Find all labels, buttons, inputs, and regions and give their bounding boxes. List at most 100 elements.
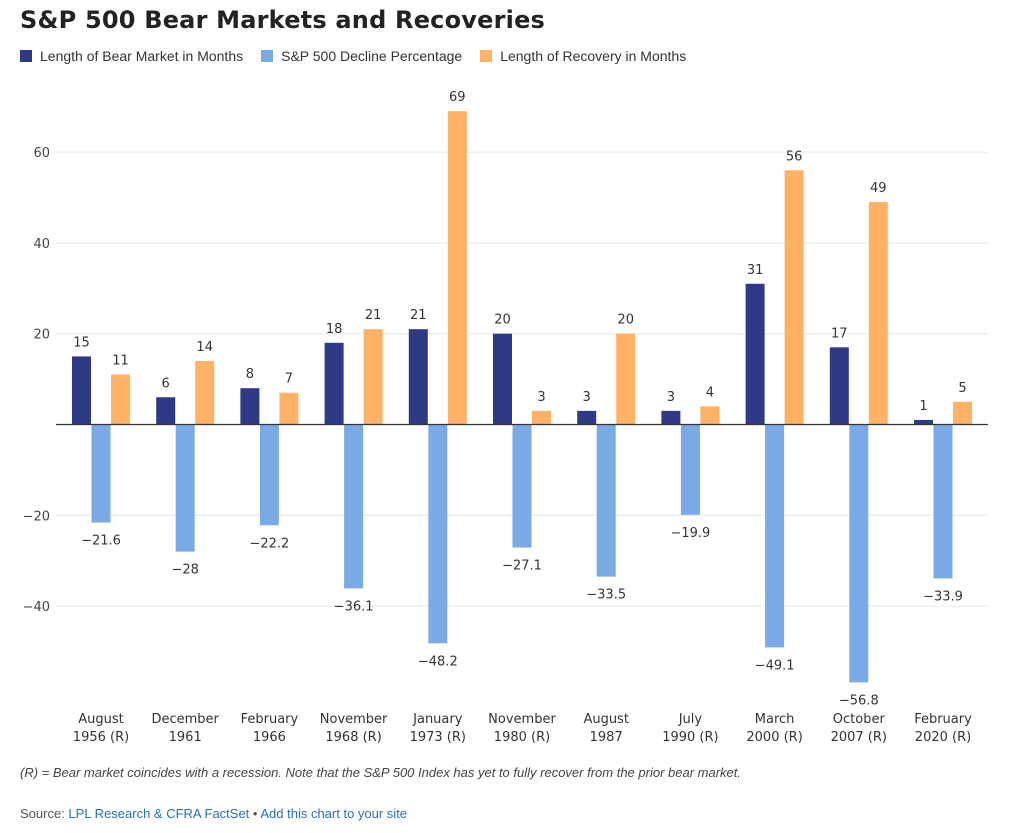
bar xyxy=(408,329,428,425)
x-tick-label: 1961 xyxy=(169,730,202,745)
bar xyxy=(596,424,616,577)
bar xyxy=(111,374,130,425)
add-chart-link[interactable]: Add this chart to your site xyxy=(260,806,408,821)
legend-swatch-recovery xyxy=(480,50,493,62)
legend-label-decline: S&P 500 Decline Percentage xyxy=(281,48,463,64)
x-tick-label: November xyxy=(320,712,388,727)
source-link[interactable]: LPL Research & CFRA FactSet xyxy=(68,806,250,821)
bar xyxy=(680,424,700,515)
data-label: −33.9 xyxy=(923,589,963,604)
bar xyxy=(91,424,111,523)
bar xyxy=(700,406,720,425)
x-tick-label: 1980 (R) xyxy=(494,730,550,745)
legend-swatch-bear-length xyxy=(20,50,32,62)
data-label: −48.2 xyxy=(418,654,458,669)
data-label: −27.1 xyxy=(502,559,542,574)
bar xyxy=(279,392,299,425)
data-label: 6 xyxy=(162,376,170,391)
bar xyxy=(829,347,849,425)
data-label: 56 xyxy=(786,149,803,164)
data-label: −36.1 xyxy=(334,599,374,614)
x-tick-label: January xyxy=(412,712,463,727)
data-label: 49 xyxy=(870,181,887,196)
footnote: (R) = Bear market coincides with a reces… xyxy=(20,765,741,780)
data-label: 20 xyxy=(617,313,634,328)
bar xyxy=(344,424,364,589)
bar xyxy=(363,329,383,425)
bar xyxy=(493,333,512,425)
bar xyxy=(324,342,344,425)
x-tick-label: 1968 (R) xyxy=(325,730,381,745)
legend-item-recovery[interactable]: Length of Recovery in Months xyxy=(480,48,686,64)
x-tick-label: 1973 (R) xyxy=(410,730,466,745)
bar xyxy=(240,388,260,425)
legend-swatch-decline xyxy=(261,50,274,62)
x-tick-label: July xyxy=(678,712,703,727)
bar xyxy=(868,202,888,425)
bar xyxy=(72,356,91,425)
data-label: −21.6 xyxy=(81,534,121,549)
data-label: −19.9 xyxy=(670,526,710,541)
y-tick-label: 20 xyxy=(33,328,50,343)
data-label: 3 xyxy=(583,390,591,405)
x-tick-label: February xyxy=(241,712,299,727)
data-label: 31 xyxy=(747,263,764,278)
x-tick-label: August xyxy=(583,712,629,727)
bar xyxy=(661,410,681,425)
y-tick-label: −20 xyxy=(23,509,50,524)
bar xyxy=(953,401,972,425)
x-tick-label: November xyxy=(488,712,556,727)
source-separator: • xyxy=(249,806,261,821)
source-line: Source: LPL Research & CFRA FactSet • Ad… xyxy=(20,806,407,821)
x-tick-label: August xyxy=(78,712,124,727)
x-tick-label: 2020 (R) xyxy=(915,730,971,745)
x-tick-label: 1966 xyxy=(253,730,286,745)
x-tick-label: February xyxy=(914,712,972,727)
data-label: 3 xyxy=(537,390,545,405)
x-tick-label: 1990 (R) xyxy=(662,730,718,745)
x-tick-label: 2007 (R) xyxy=(831,730,887,745)
data-label: 20 xyxy=(494,313,511,328)
data-label: 15 xyxy=(73,335,90,350)
data-label: 18 xyxy=(326,322,343,337)
data-label: 3 xyxy=(667,390,675,405)
bar xyxy=(745,283,765,425)
bar xyxy=(933,424,953,579)
bar xyxy=(914,419,933,425)
bar xyxy=(616,333,636,425)
bar xyxy=(259,424,279,526)
y-tick-label: 60 xyxy=(33,146,50,161)
data-label: 8 xyxy=(246,367,254,382)
legend-item-decline[interactable]: S&P 500 Decline Percentage xyxy=(261,48,462,64)
y-tick-label: 40 xyxy=(33,237,50,252)
data-label: 11 xyxy=(112,354,129,369)
x-tick-label: October xyxy=(833,712,886,727)
chart-title: S&P 500 Bear Markets and Recoveries xyxy=(20,6,546,34)
bar xyxy=(447,111,467,425)
bar xyxy=(512,424,532,548)
x-tick-label: 1987 xyxy=(590,730,623,745)
data-label: −22.2 xyxy=(249,536,289,551)
legend: Length of Bear Market in Months S&P 500 … xyxy=(20,48,704,64)
x-tick-label: 1956 (R) xyxy=(73,730,129,745)
data-label: 69 xyxy=(449,90,466,105)
x-tick-label: March xyxy=(755,712,795,727)
data-label: 1 xyxy=(919,399,927,414)
data-label: −28 xyxy=(171,563,198,578)
bar xyxy=(784,170,804,425)
data-label: 21 xyxy=(365,308,382,323)
bar xyxy=(765,424,785,648)
bar xyxy=(577,410,597,425)
bar xyxy=(849,424,869,683)
data-label: 5 xyxy=(958,381,966,396)
legend-label-recovery: Length of Recovery in Months xyxy=(500,48,687,64)
bar xyxy=(156,397,176,425)
data-label: 4 xyxy=(706,385,714,400)
legend-item-bear-length[interactable]: Length of Bear Market in Months xyxy=(20,48,243,64)
data-label: 17 xyxy=(831,326,848,341)
data-label: −49.1 xyxy=(755,658,795,673)
data-label: 14 xyxy=(196,340,213,355)
data-label: 21 xyxy=(410,308,427,323)
data-label: −56.8 xyxy=(839,693,879,708)
